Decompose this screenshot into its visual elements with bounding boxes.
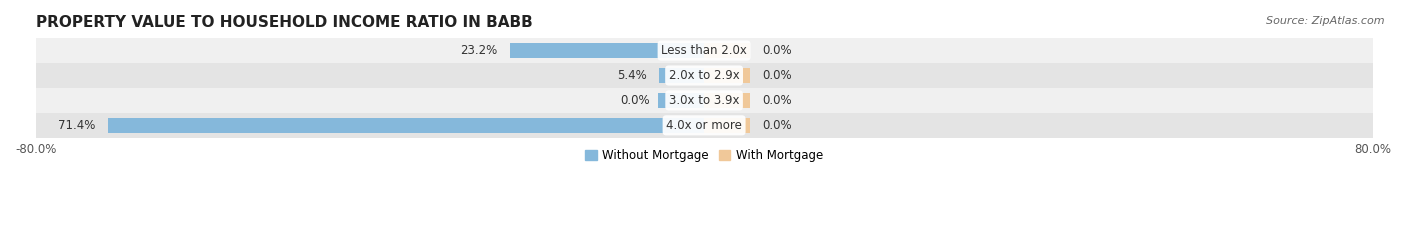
Text: 4.0x or more: 4.0x or more bbox=[666, 119, 742, 132]
Bar bbox=[704, 118, 749, 133]
Text: 0.0%: 0.0% bbox=[762, 44, 792, 57]
Bar bbox=[704, 93, 749, 108]
Bar bbox=[35, 38, 1372, 63]
Text: 0.0%: 0.0% bbox=[620, 94, 650, 107]
Bar bbox=[659, 68, 704, 83]
Bar bbox=[35, 113, 1372, 138]
Bar bbox=[35, 88, 1372, 113]
Text: Source: ZipAtlas.com: Source: ZipAtlas.com bbox=[1267, 16, 1385, 26]
Text: 5.4%: 5.4% bbox=[617, 69, 647, 82]
Text: 3.0x to 3.9x: 3.0x to 3.9x bbox=[669, 94, 740, 107]
Bar bbox=[35, 63, 1372, 88]
Text: 2.0x to 2.9x: 2.0x to 2.9x bbox=[669, 69, 740, 82]
Bar bbox=[704, 43, 749, 58]
Bar bbox=[107, 118, 704, 133]
Text: 71.4%: 71.4% bbox=[58, 119, 96, 132]
Legend: Without Mortgage, With Mortgage: Without Mortgage, With Mortgage bbox=[581, 144, 828, 167]
Text: 23.2%: 23.2% bbox=[461, 44, 498, 57]
Text: 0.0%: 0.0% bbox=[762, 94, 792, 107]
Bar bbox=[510, 43, 704, 58]
Text: PROPERTY VALUE TO HOUSEHOLD INCOME RATIO IN BABB: PROPERTY VALUE TO HOUSEHOLD INCOME RATIO… bbox=[35, 15, 533, 30]
Text: 0.0%: 0.0% bbox=[762, 119, 792, 132]
Bar bbox=[658, 93, 704, 108]
Text: 0.0%: 0.0% bbox=[762, 69, 792, 82]
Text: Less than 2.0x: Less than 2.0x bbox=[661, 44, 747, 57]
Bar bbox=[704, 68, 749, 83]
